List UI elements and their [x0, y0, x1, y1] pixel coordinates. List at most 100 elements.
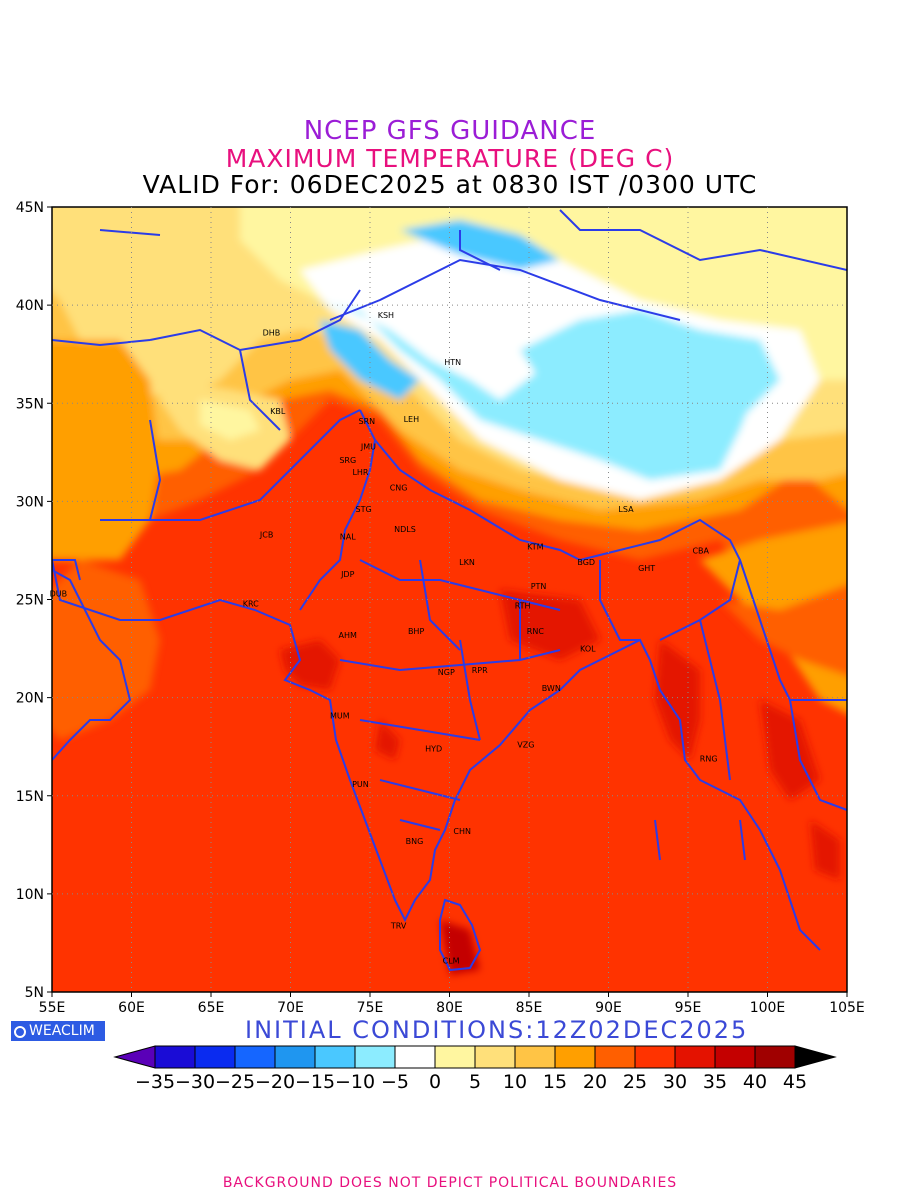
lat-tick-label: 45N [16, 200, 44, 216]
city-label: HYD [425, 745, 442, 754]
colorbar-swatch [434, 1045, 476, 1069]
lon-tick-label: 80E [436, 1000, 463, 1016]
colorbar-label: 25 [623, 1071, 647, 1093]
latitude-labels: 5N 10N 15N 20N 25N 30N 35N 40N 45N [16, 200, 52, 1001]
colorbar-swatch [594, 1045, 636, 1069]
city-label: VZG [517, 741, 534, 750]
city-label: BNG [406, 837, 424, 846]
city-label: JMU [360, 442, 376, 451]
colorbar-label: −25 [215, 1071, 255, 1093]
city-label: LKN [459, 558, 475, 567]
city-label: KBL [270, 407, 286, 416]
city-label: LHR [352, 468, 368, 477]
city-label: JCB [259, 531, 273, 540]
colorbar-label: −35 [135, 1071, 175, 1093]
colorbar-swatch [554, 1045, 596, 1069]
colorbar-label: −30 [175, 1071, 215, 1093]
city-label: PUN [352, 780, 369, 789]
lon-tick-label: 60E [118, 1000, 145, 1016]
colorbar-swatch [194, 1045, 236, 1069]
city-label: AHM [339, 631, 357, 640]
colorbar-label: 0 [429, 1071, 441, 1093]
colorbar-label: 30 [663, 1071, 687, 1093]
colorbar-swatch [314, 1045, 356, 1069]
lon-tick-label: 90E [595, 1000, 622, 1016]
colorbar-label: 15 [543, 1071, 567, 1093]
colorbar-swatch [674, 1045, 716, 1069]
city-label: BGD [577, 558, 595, 567]
city-label: CLM [443, 957, 460, 966]
colorbar-label: 10 [503, 1071, 527, 1093]
lon-tick-label: 55E [39, 1000, 66, 1016]
city-label: TRV [390, 921, 407, 930]
longitude-labels: 55E 60E 65E 70E 75E 80E 85E 90E 95E 100E 105E [39, 992, 865, 1016]
city-label: CNG [390, 484, 408, 493]
temperature-field [52, 207, 847, 992]
lon-tick-label: 65E [198, 1000, 225, 1016]
lat-lon-grid [52, 207, 847, 992]
weaclim-logo: WEACLIM [11, 1021, 105, 1041]
city-label: KOL [580, 645, 596, 654]
colorbar-swatch [154, 1045, 196, 1069]
colorbar-label: −10 [335, 1071, 375, 1093]
lon-tick-label: 85E [516, 1000, 543, 1016]
lat-tick-label: 30N [16, 494, 44, 510]
city-label: HTN [444, 358, 461, 367]
city-label: JDP [340, 570, 355, 579]
lon-tick-label: 100E [750, 1000, 786, 1016]
colorbar-label: −15 [295, 1071, 335, 1093]
colorbar-under-arrow [113, 1045, 156, 1069]
lat-tick-label: 40N [16, 298, 44, 314]
city-label: PTN [531, 582, 547, 591]
lon-tick-label: 105E [829, 1000, 865, 1016]
title-line-2: MAXIMUM TEMPERATURE (DEG C) [225, 144, 675, 173]
city-label: GHT [638, 564, 655, 573]
colorbar-label: 20 [583, 1071, 607, 1093]
lat-tick-label: 15N [16, 789, 44, 805]
colorbar-swatch [634, 1045, 676, 1069]
colorbar-label: 35 [703, 1071, 727, 1093]
lat-tick-label: 5N [25, 985, 44, 1001]
colorbar-swatch [274, 1045, 316, 1069]
colorbar-label: −20 [255, 1071, 295, 1093]
title-line-1: NCEP GFS GUIDANCE [303, 116, 597, 146]
city-label: SRG [339, 456, 356, 465]
lat-tick-label: 25N [16, 593, 44, 609]
lat-tick-label: 10N [16, 887, 44, 903]
colorbar-swatch [394, 1045, 436, 1069]
city-label: DHB [263, 329, 281, 338]
city-label: NAL [340, 533, 356, 542]
lon-tick-label: 70E [277, 1000, 304, 1016]
weaclim-logo-icon [14, 1026, 26, 1038]
city-label: RNC [527, 627, 545, 636]
disclaimer-text: BACKGROUND DOES NOT DEPICT POLITICAL BOU… [222, 1175, 678, 1191]
lon-tick-label: 75E [357, 1000, 384, 1016]
city-label: BHP [408, 627, 425, 636]
city-label: KSH [378, 311, 394, 320]
city-label: NDLS [394, 525, 416, 534]
city-label: BWN [542, 684, 561, 693]
city-label: SRN [359, 417, 376, 426]
colorbar-swatch [474, 1045, 516, 1069]
colorbar-label: 45 [783, 1071, 807, 1093]
colorbar-swatch [714, 1045, 756, 1069]
colorbar-swatch [514, 1045, 556, 1069]
boundary-lines [52, 209, 847, 972]
city-label: LSA [618, 505, 634, 514]
city-label: KTM [527, 543, 544, 552]
colorbar-over-arrow [794, 1045, 837, 1069]
city-label: CBA [692, 546, 709, 555]
city-label: DUB [50, 590, 68, 599]
city-label: RNG [700, 754, 718, 763]
colorbar-swatch [234, 1045, 276, 1069]
city-label: NGP [438, 668, 455, 677]
colorbar-swatch [754, 1045, 796, 1069]
colorbar-label: 40 [743, 1071, 767, 1093]
colorbar: −35 −30 −25 −20 −15 −10 −5 0 5 10 15 20 25 30 35 40 45 [113, 1045, 837, 1093]
initial-conditions-label: INITIAL CONDITIONS:12Z02DEC2025 [245, 1016, 749, 1044]
city-labels: KSH DHB HTN KBL SRN LEH JMU SRG LHR CNG LSA JCB STG N… [50, 311, 718, 966]
logo-text: WEACLIM [29, 1023, 95, 1039]
lat-tick-label: 35N [16, 396, 44, 412]
city-label: MUM [330, 711, 350, 720]
city-label: KRC [243, 599, 259, 608]
